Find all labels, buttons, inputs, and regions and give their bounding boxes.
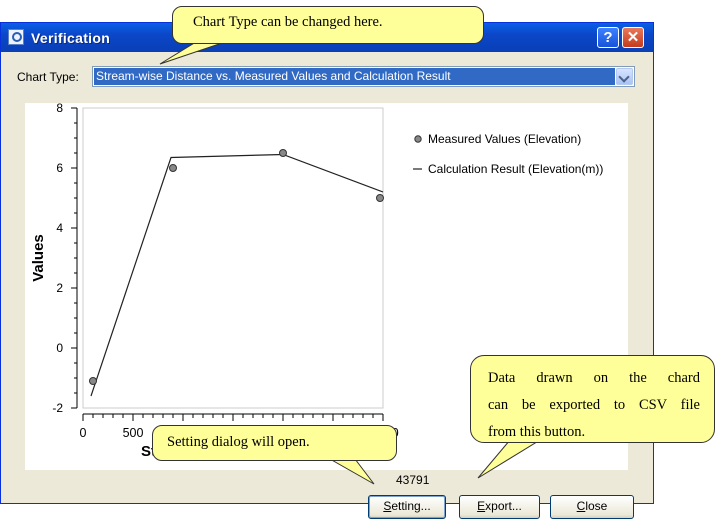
callout-chart-type-text: Chart Type can be changed here. (193, 14, 383, 31)
callout-export-line-2: can be exported to CSV file (488, 392, 700, 419)
callout-setting: Setting dialog will open. (152, 425, 397, 461)
callout-export: Data drawn on the chard can be exported … (470, 355, 715, 443)
callout-setting-text: Setting dialog will open. (167, 434, 310, 451)
callout-export-line-1: Data drawn on the chard (488, 365, 700, 392)
callout-export-line-3: from this button. (488, 419, 700, 446)
callout-chart-type: Chart Type can be changed here. (172, 6, 484, 44)
